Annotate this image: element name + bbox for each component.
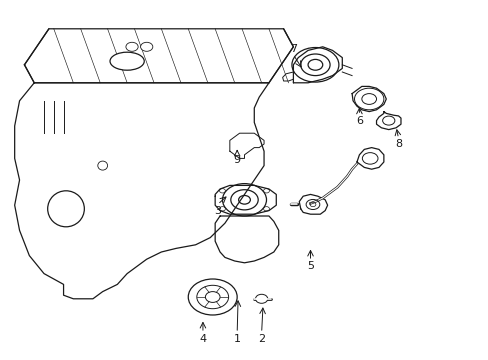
Polygon shape: [299, 194, 327, 214]
Text: 4: 4: [199, 334, 206, 344]
Polygon shape: [356, 148, 383, 169]
Ellipse shape: [188, 279, 237, 315]
Polygon shape: [229, 133, 264, 158]
Ellipse shape: [255, 294, 267, 303]
Polygon shape: [215, 185, 276, 214]
Ellipse shape: [48, 191, 84, 227]
Polygon shape: [376, 112, 400, 130]
Text: 6: 6: [355, 116, 362, 126]
Polygon shape: [215, 216, 278, 263]
Polygon shape: [293, 47, 342, 83]
Text: 9: 9: [233, 155, 240, 165]
Text: 1: 1: [233, 334, 240, 344]
Ellipse shape: [98, 161, 107, 170]
Text: 5: 5: [306, 261, 313, 271]
Ellipse shape: [141, 42, 153, 51]
Ellipse shape: [110, 52, 144, 70]
Ellipse shape: [126, 42, 138, 51]
Polygon shape: [15, 83, 268, 299]
Text: 3: 3: [214, 206, 221, 216]
Text: 8: 8: [394, 139, 401, 149]
Polygon shape: [351, 86, 386, 112]
Text: 7: 7: [289, 44, 296, 54]
Polygon shape: [24, 29, 293, 83]
Text: 2: 2: [258, 334, 264, 344]
